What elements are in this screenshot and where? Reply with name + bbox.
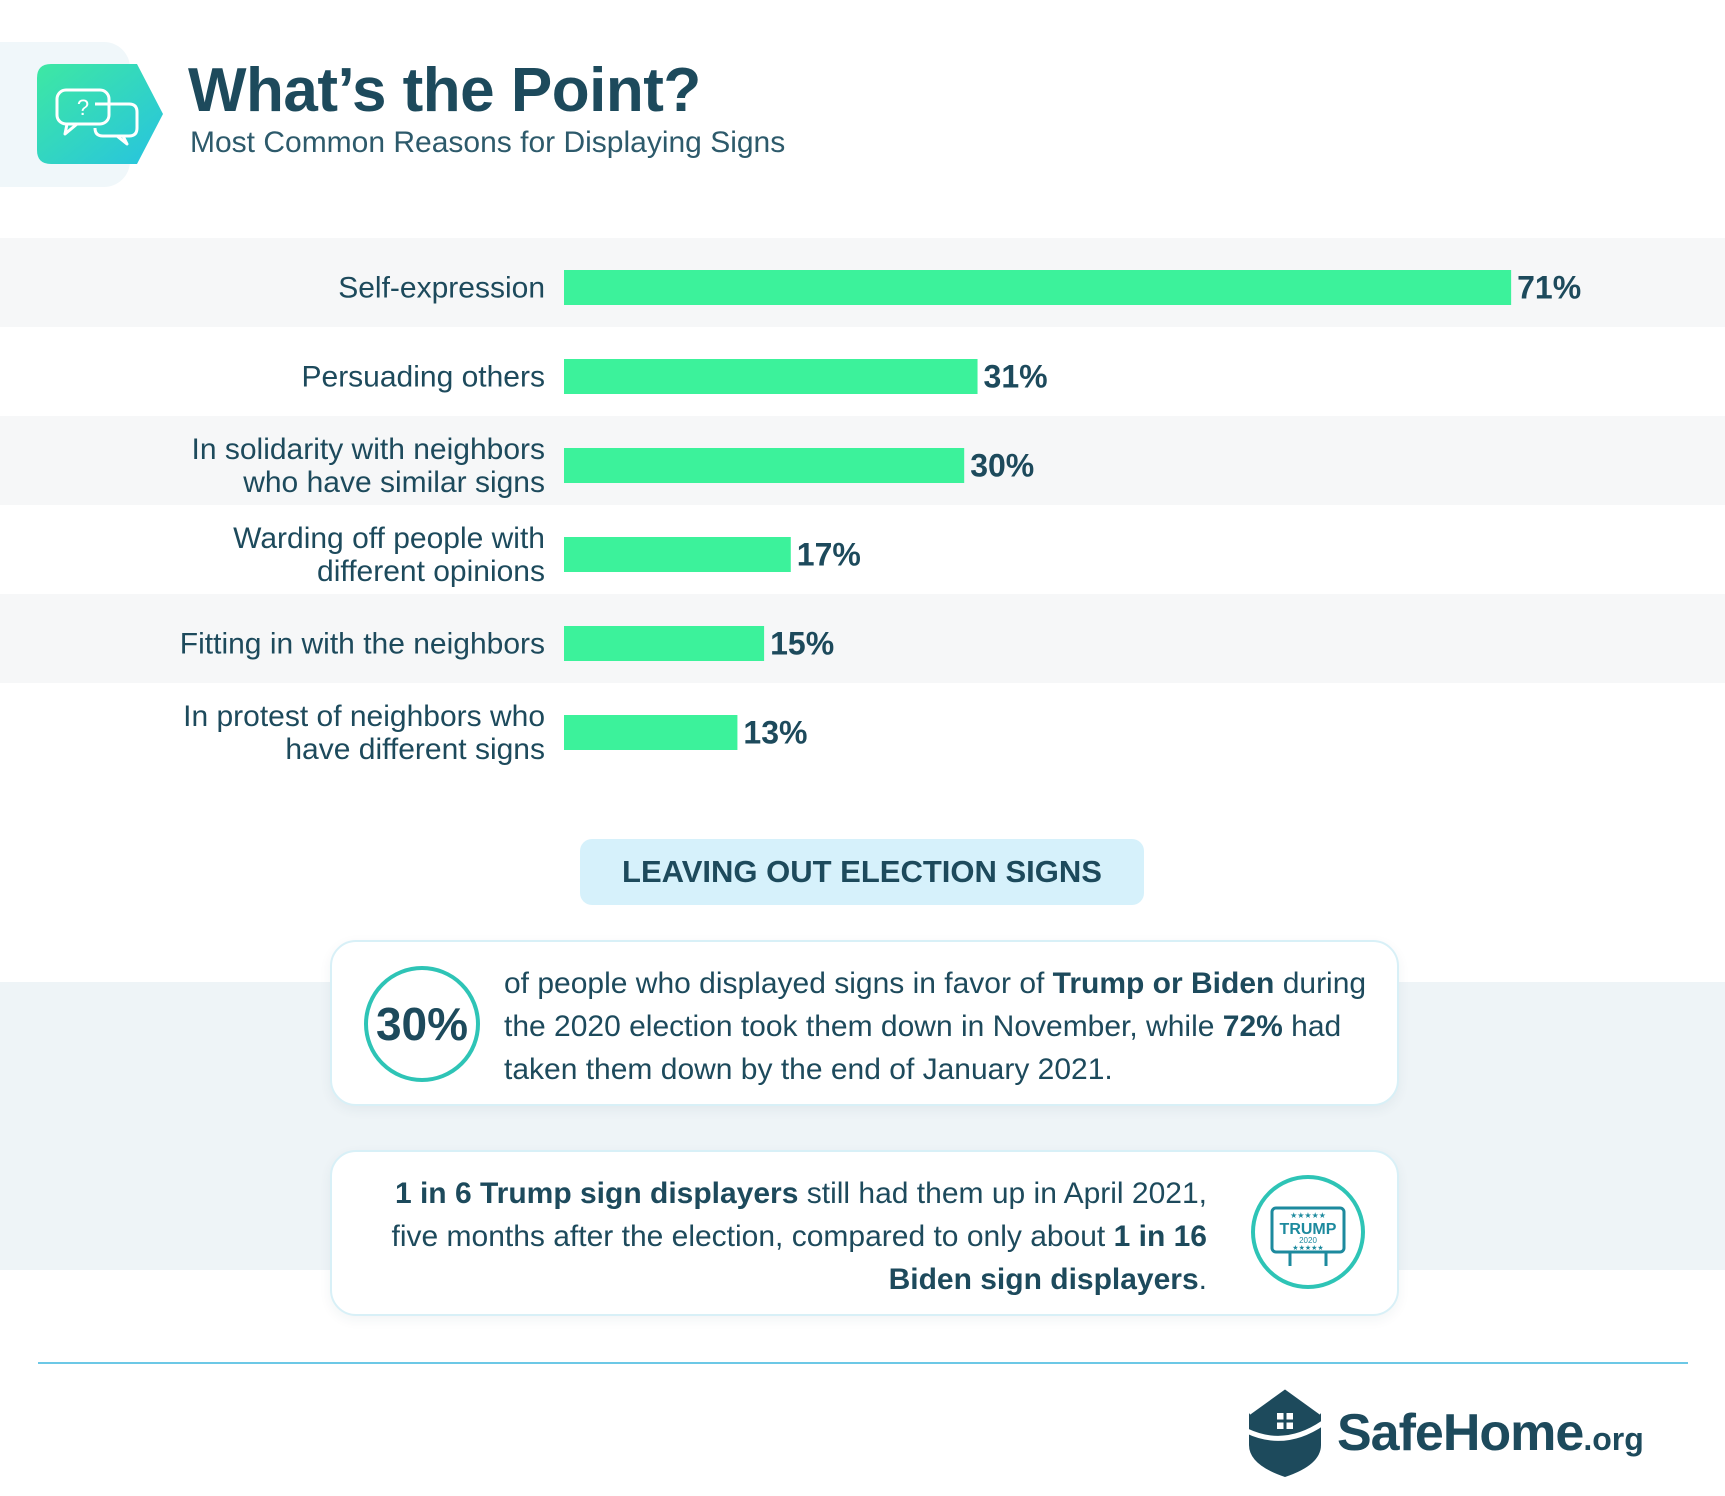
stat-card-text: 1 in 6 Trump sign displayers still had t… <box>372 1172 1207 1301</box>
svg-text:★★★★★: ★★★★★ <box>1292 1244 1323 1252</box>
chart-data-label: 17% <box>797 537 861 573</box>
house-shield-icon <box>1245 1384 1325 1477</box>
svg-text:★★★★★: ★★★★★ <box>1290 1211 1326 1220</box>
chart-data-label: 13% <box>743 715 807 751</box>
chart-data-label: 31% <box>984 359 1048 395</box>
chart-bar <box>564 448 965 483</box>
chart-bar <box>564 537 791 572</box>
chart-category-label: different opinions <box>317 555 545 588</box>
chart-category-label: In solidarity with neighbors <box>191 433 545 466</box>
stat-text-part: . <box>1198 1263 1207 1296</box>
page-subtitle: Most Common Reasons for Displaying Signs <box>190 126 786 159</box>
logo-tld-text: .org <box>1583 1421 1644 1457</box>
chart-category-label: Self-expression <box>338 272 545 305</box>
chart-bar <box>564 626 765 661</box>
stat-text-bold: 1 in 16 Biden sign displayers <box>888 1220 1207 1296</box>
section-banner: LEAVING OUT ELECTION SIGNS <box>580 839 1144 905</box>
chart-bar <box>564 359 978 394</box>
reasons-bar-chart: 71% Self-expression 31% Persuading others 30… <box>0 238 1725 766</box>
stat-text-part: still had them up in April 2021, five mo… <box>391 1177 1207 1253</box>
chart-data-label: 15% <box>770 626 834 662</box>
stat-card-text: of people who displayed signs in favor o… <box>504 962 1374 1091</box>
footer-divider <box>38 1362 1688 1364</box>
chart-category-label: have different signs <box>285 733 545 766</box>
stat-percent-circle: 30% <box>364 966 480 1082</box>
chart-category-label: Fitting in with the neighbors <box>180 628 545 661</box>
stat-text-part: during the 2020 election took them down … <box>504 967 1367 1043</box>
safehome-logo[interactable]: SafeHome.org <box>1245 1383 1665 1483</box>
chart-category-label: Warding off people with <box>233 522 545 555</box>
chart-bar <box>564 715 738 750</box>
chart-data-label: 30% <box>970 448 1034 484</box>
chart-data-label: 71% <box>1517 270 1581 306</box>
trump-sign-text: TRUMP <box>1280 1221 1337 1238</box>
trump-sign-year: 2020 <box>1299 1236 1317 1245</box>
svg-text:?: ? <box>77 95 89 120</box>
stat-text-part: of people who displayed signs in favor o… <box>504 967 1053 1000</box>
stat-card-takedown: 30% of people who displayed signs in fav… <box>330 940 1399 1106</box>
stat-text-bold: 72% <box>1222 1010 1283 1043</box>
chart-category-label: Persuading others <box>302 361 546 394</box>
trump-yard-sign-icon: ★★★★★ TRUMP 2020 ★★★★★ <box>1251 1175 1365 1289</box>
stat-text-bold: 1 in 6 Trump sign displayers <box>394 1177 799 1210</box>
stat-text-bold: Trump or Biden <box>1052 967 1275 1000</box>
chart-bar <box>564 270 1512 305</box>
stat-card-still-up: 1 in 6 Trump sign displayers still had t… <box>330 1150 1399 1316</box>
page-title: What’s the Point? <box>188 56 701 125</box>
logo-wordmark: SafeHome.org <box>1337 1403 1644 1463</box>
chart-category-label: In protest of neighbors who <box>183 700 545 733</box>
chart-row-band <box>0 594 1725 683</box>
stat-text-part: had taken them down by the end of Januar… <box>504 1010 1342 1086</box>
chart-category-label: who have similar signs <box>242 466 545 499</box>
question-chat-bubbles-icon: ? <box>37 64 163 164</box>
logo-name-text: SafeHome <box>1337 1404 1584 1462</box>
